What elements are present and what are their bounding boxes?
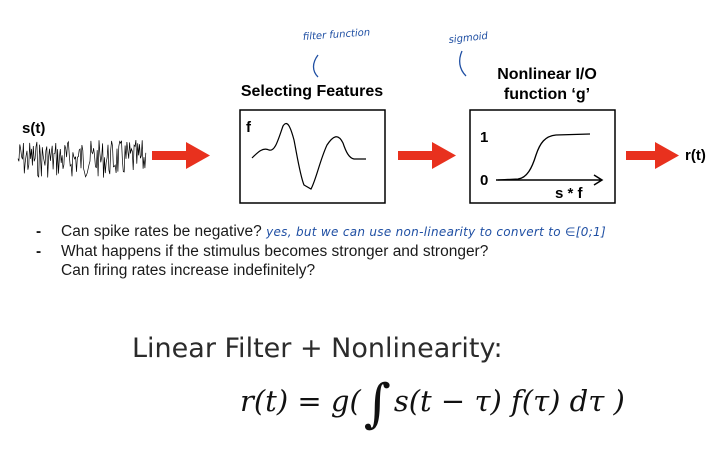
sigmoid-annotation-pointer (459, 50, 467, 77)
filter-curve (251, 122, 366, 190)
arrow-2 (398, 142, 456, 169)
nonlinear-title-line2: function ‘g’ (504, 86, 590, 103)
formula-rhs: s(t − τ) f(τ) dτ ) (393, 384, 625, 418)
integral-sign: ∫ (363, 374, 391, 434)
nonlinear-title-line1: Nonlinear I/O (497, 66, 597, 83)
bullet-continuation: Can firing rates increase indefinitely? (36, 261, 606, 280)
output-label: r(t) (685, 147, 706, 164)
sigmoid-curve (497, 133, 591, 181)
bullet-dash: - (36, 243, 42, 260)
input-label: s(t) (22, 120, 45, 137)
filter-box (239, 109, 386, 204)
handwritten-answer: yes, but we can use non-linearity to con… (266, 225, 606, 239)
bullet-item-negative-rates: - Can spike rates be negative? yes, but … (36, 222, 606, 242)
bullet-text: Can firing rates increase indefinitely? (61, 262, 316, 279)
arrow-1 (152, 142, 210, 169)
formula: r(t) = g(∫ s(t − τ) f(τ) dτ ) (240, 374, 625, 434)
bullet-dash: - (36, 223, 42, 240)
nonlinear-x-label: s * f (555, 185, 584, 202)
noise-signal (17, 139, 147, 178)
filter-annotation-pointer (312, 54, 319, 78)
nonlinear-y-top: 1 (480, 129, 488, 146)
bullet-item-stronger-stimulus: - What happens if the stimulus becomes s… (36, 242, 606, 261)
sigmoid-annotation: sigmoid (448, 31, 489, 46)
arrow-3 (626, 142, 679, 169)
formula-lhs: r(t) = g( (240, 384, 361, 418)
nonlinear-box (469, 109, 616, 204)
formula-title: Linear Filter + Nonlinearity: (132, 333, 503, 364)
bullet-text: What happens if the stimulus becomes str… (61, 243, 489, 260)
filter-box-title: Selecting Features (241, 83, 383, 100)
linear-nonlinear-diagram: s(t) Selecting Features f filter functio… (17, 27, 706, 204)
filter-letter: f (246, 119, 252, 136)
nonlinear-y-bottom: 0 (480, 172, 488, 189)
bullet-text: Can spike rates be negative? (61, 223, 262, 240)
filter-function-annotation: filter function (302, 27, 370, 43)
nonlinear-x-axis (496, 174, 604, 186)
question-list: - Can spike rates be negative? yes, but … (36, 222, 606, 280)
